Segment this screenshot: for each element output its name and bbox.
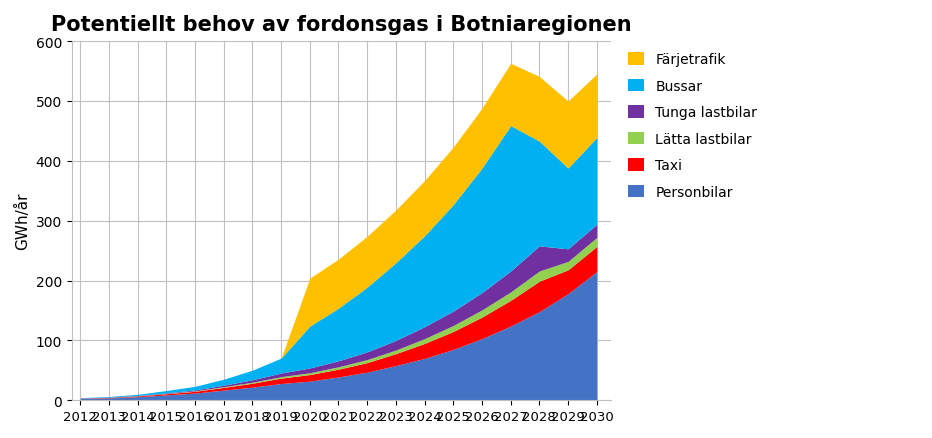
Title: Potentiellt behov av fordonsgas i Botniaregionen: Potentiellt behov av fordonsgas i Botnia… [51, 15, 632, 35]
Y-axis label: GWh/år: GWh/år [15, 193, 30, 250]
Legend: Färjetrafik, Bussar, Tunga lastbilar, Lätta lastbilar, Taxi, Personbilar: Färjetrafik, Bussar, Tunga lastbilar, Lä… [624, 49, 761, 203]
